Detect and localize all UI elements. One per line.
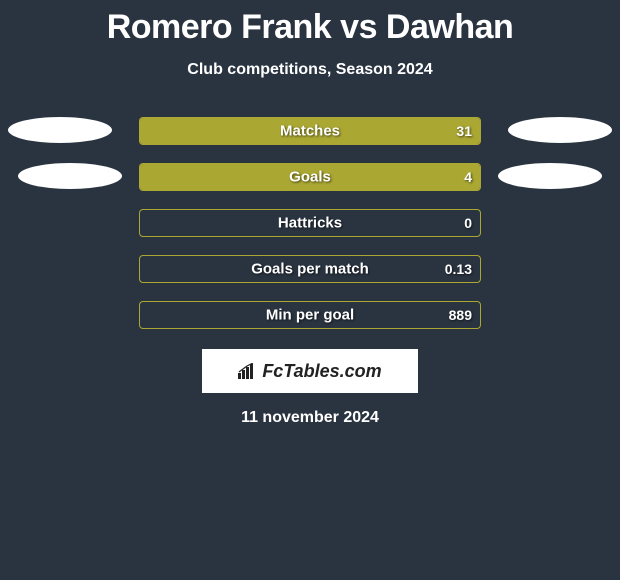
- stat-value: 31: [456, 123, 472, 139]
- stat-label: Goals: [289, 169, 331, 186]
- logo-text: FcTables.com: [238, 361, 381, 382]
- stat-bar-goals-per-match: Goals per match 0.13: [139, 255, 481, 283]
- stat-value: 0.13: [445, 261, 472, 277]
- stat-row: Matches 31: [0, 117, 620, 145]
- stat-value: 889: [449, 307, 472, 323]
- logo-box[interactable]: FcTables.com: [202, 349, 418, 393]
- subtitle: Club competitions, Season 2024: [0, 61, 620, 79]
- stat-bar-min-per-goal: Min per goal 889: [139, 301, 481, 329]
- stats-area: Matches 31 Goals 4 Hattricks 0 Goals per…: [0, 117, 620, 329]
- stat-label: Matches: [280, 123, 340, 140]
- bar-chart-icon: [238, 363, 258, 379]
- stat-bar-hattricks: Hattricks 0: [139, 209, 481, 237]
- stat-bar-goals: Goals 4: [139, 163, 481, 191]
- stat-row: Goals per match 0.13: [0, 255, 620, 283]
- stat-row: Goals 4: [0, 163, 620, 191]
- stat-row: Min per goal 889: [0, 301, 620, 329]
- logo-label: FcTables.com: [262, 361, 381, 382]
- stat-value: 4: [464, 169, 472, 185]
- stat-label: Goals per match: [251, 261, 369, 278]
- stat-row: Hattricks 0: [0, 209, 620, 237]
- date-text: 11 november 2024: [0, 409, 620, 427]
- stat-label: Min per goal: [266, 307, 354, 324]
- stat-value: 0: [464, 215, 472, 231]
- page-title: Romero Frank vs Dawhan: [0, 8, 620, 47]
- stat-bar-matches: Matches 31: [139, 117, 481, 145]
- comparison-container: Romero Frank vs Dawhan Club competitions…: [0, 0, 620, 427]
- stat-label: Hattricks: [278, 215, 342, 232]
